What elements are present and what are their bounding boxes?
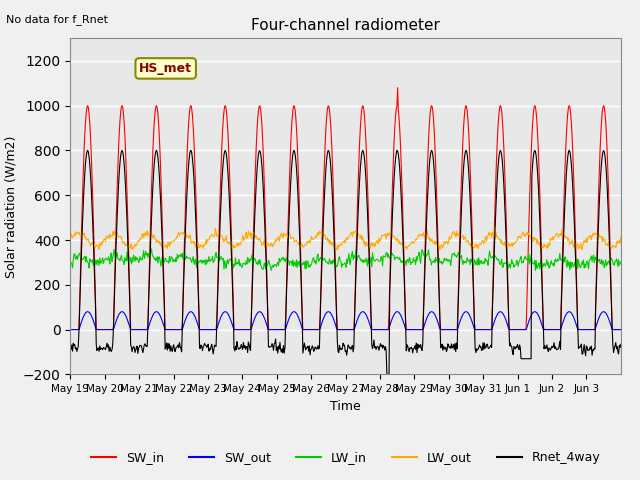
Text: No data for f_Rnet: No data for f_Rnet — [6, 14, 108, 25]
Text: HS_met: HS_met — [140, 62, 192, 75]
Y-axis label: Solar radiation (W/m2): Solar radiation (W/m2) — [4, 135, 17, 277]
Title: Four-channel radiometer: Four-channel radiometer — [251, 18, 440, 33]
Legend: SW_in, SW_out, LW_in, LW_out, Rnet_4way: SW_in, SW_out, LW_in, LW_out, Rnet_4way — [86, 446, 605, 469]
X-axis label: Time: Time — [330, 400, 361, 413]
